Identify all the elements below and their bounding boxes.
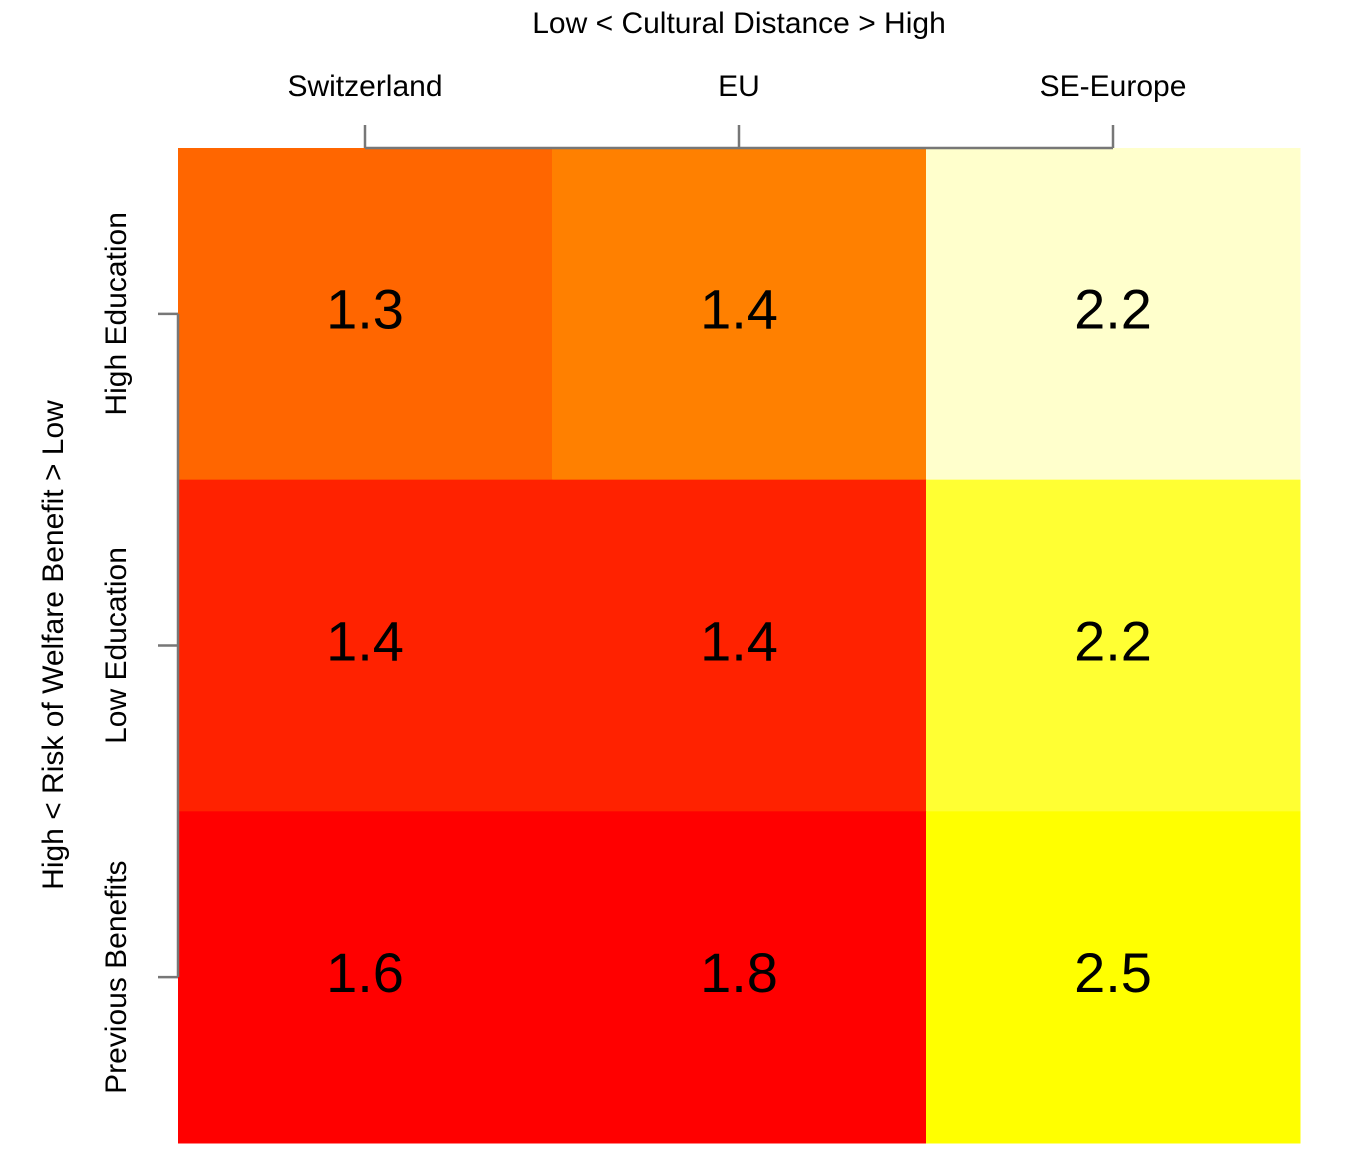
x-tick-label: Switzerland — [287, 70, 442, 103]
cell-label: 1.8 — [700, 941, 778, 1004]
heat-cell — [178, 148, 553, 481]
heat-cell — [178, 811, 553, 1144]
cell-label: 1.4 — [326, 609, 404, 672]
x-tick-label: EU — [718, 70, 760, 103]
x-axis-title: Low < Cultural Distance > High — [532, 7, 946, 40]
heat-cell — [552, 811, 927, 1144]
cell-label: 2.5 — [1074, 941, 1152, 1004]
heat-cell — [926, 148, 1301, 481]
cell-label: 1.4 — [700, 278, 778, 341]
heat-cell — [926, 811, 1301, 1144]
cell-label: 2.2 — [1074, 278, 1152, 341]
cell-label: 2.2 — [1074, 609, 1152, 672]
y-axis-title: High < Risk of Welfare Benefit > Low — [37, 400, 70, 890]
heat-cell — [178, 479, 553, 812]
heat-cell — [552, 479, 927, 812]
cell-label: 1.4 — [700, 609, 778, 672]
cell-label: 1.6 — [326, 941, 404, 1004]
y-tick-label: Previous Benefits — [100, 860, 133, 1093]
cell-label: 1.3 — [326, 278, 404, 341]
heat-cell — [926, 479, 1301, 812]
y-tick-label: High Education — [100, 212, 133, 415]
y-tick-label: Low Education — [100, 547, 133, 744]
x-tick-label: SE-Europe — [1040, 70, 1187, 103]
heat-cell — [552, 148, 927, 481]
